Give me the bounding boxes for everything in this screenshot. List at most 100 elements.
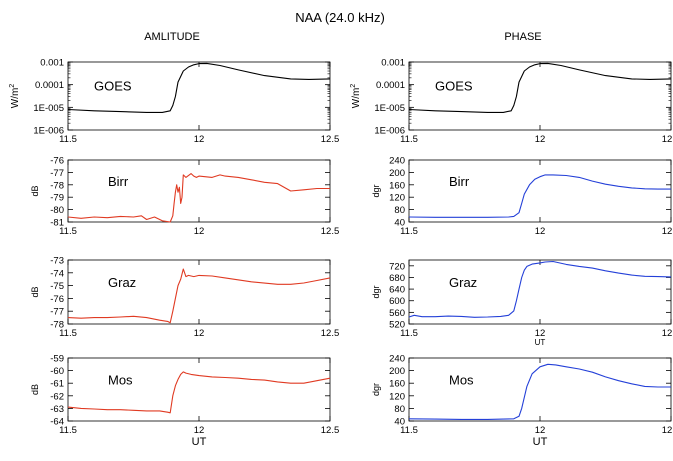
amplitude-column-title: AMLITUDE	[144, 31, 200, 43]
y-tick-label: -63	[50, 404, 64, 415]
series-line-amp-mos	[67, 371, 331, 414]
series-line-amp-goes	[67, 62, 331, 113]
y-tick-label: 1E-005	[374, 103, 405, 114]
station-label: Graz	[449, 275, 477, 290]
y-tick-label: 80	[394, 404, 405, 415]
station-label: Graz	[108, 275, 136, 290]
y-tick-label: -76	[50, 294, 64, 305]
x-tick-label: 11.5	[59, 425, 77, 436]
x-tick-label: 11.5	[400, 328, 418, 339]
y-tick-label: 240	[389, 156, 405, 167]
y-axis-label: dgr	[371, 184, 381, 197]
y-axis-label: dgr	[371, 285, 381, 298]
y-tick-label: 720	[389, 261, 405, 272]
y-axis-label: W/m2	[9, 84, 21, 109]
series-line-amp-birr	[67, 173, 330, 223]
y-tick-label: -61	[50, 379, 64, 390]
y-tick-label: -60	[50, 366, 64, 377]
y-tick-label: 40	[394, 417, 405, 428]
station-label: Mos	[449, 372, 474, 387]
y-tick-label: 680	[389, 273, 405, 284]
station-label: Birr	[108, 174, 129, 189]
x-tick-label: 12	[535, 226, 546, 237]
y-tick-label: -81	[50, 218, 64, 229]
y-tick-label: -64	[50, 417, 64, 428]
x-tick-label: 12	[194, 328, 205, 339]
x-tick-label: 11.5	[59, 328, 77, 339]
y-tick-label: -76	[50, 156, 64, 167]
station-label: Mos	[108, 372, 133, 387]
y-tick-label: -75	[50, 281, 64, 292]
x-tick-label: 12.5	[321, 226, 340, 237]
x-tick-label: 12.5	[662, 425, 673, 436]
y-tick-label: 0.001	[40, 58, 64, 69]
x-tick-label: 12	[535, 134, 546, 145]
y-tick-label: 0.001	[381, 58, 405, 69]
y-tick-label: 0.0001	[376, 80, 405, 91]
station-label: GOES	[435, 79, 473, 94]
x-tick-label: 12.5	[662, 328, 673, 339]
y-tick-label: -80	[50, 205, 64, 216]
x-axis-label: UT	[535, 338, 546, 347]
y-tick-label: 1E-005	[33, 103, 64, 114]
series-line-phase-birr	[408, 174, 671, 218]
phase-column-title: PHASE	[504, 31, 541, 43]
x-tick-label: 12.5	[662, 134, 673, 145]
plot-frame	[67, 61, 331, 131]
x-tick-label: 11.5	[59, 134, 77, 145]
y-tick-label: 560	[389, 308, 405, 319]
x-tick-label: 12	[535, 425, 546, 436]
x-axis-label: UT	[533, 436, 548, 448]
y-tick-label: -79	[50, 193, 64, 204]
plot-frame	[67, 357, 331, 422]
x-tick-label: 11.5	[400, 134, 418, 145]
plot-frame	[408, 61, 672, 131]
y-tick-label: 200	[389, 366, 405, 377]
y-tick-label: 120	[389, 391, 405, 402]
y-tick-label: 200	[389, 168, 405, 179]
y-tick-label: 240	[389, 354, 405, 365]
y-axis-label: W/m2	[350, 84, 362, 109]
x-tick-label: 12	[194, 134, 205, 145]
y-tick-label: -59	[50, 354, 64, 365]
x-tick-label: 12.5	[662, 226, 673, 237]
y-tick-label: 160	[389, 180, 405, 191]
plot-frame	[408, 259, 672, 325]
y-axis-label: dgr	[371, 383, 381, 396]
y-tick-label: 640	[389, 285, 405, 296]
y-axis-label: dB	[30, 286, 40, 297]
y-tick-label: 160	[389, 379, 405, 390]
x-tick-label: 12.5	[321, 328, 340, 339]
y-tick-label: 80	[394, 205, 405, 216]
x-tick-label: 11.5	[59, 226, 77, 237]
y-tick-label: 600	[389, 296, 405, 307]
plot-frame	[67, 259, 331, 325]
y-axis-label: dB	[30, 384, 40, 395]
series-line-phase-mos	[408, 363, 671, 420]
y-tick-label: -73	[50, 256, 64, 267]
station-label: Birr	[449, 174, 470, 189]
station-label: GOES	[94, 79, 132, 94]
y-tick-label: -62	[50, 391, 64, 402]
y-tick-label: 1E-006	[33, 126, 64, 137]
y-tick-label: -78	[50, 180, 64, 191]
x-tick-label: 11.5	[400, 425, 418, 436]
y-tick-label: -77	[50, 168, 64, 179]
y-tick-label: 40	[394, 218, 405, 229]
x-tick-label: 12.5	[321, 134, 340, 145]
y-tick-label: -78	[50, 320, 64, 331]
series-line-amp-graz	[67, 268, 331, 324]
y-tick-label: -74	[50, 268, 64, 279]
x-tick-label: 12	[194, 425, 205, 436]
y-tick-label: 120	[389, 193, 405, 204]
series-line-phase-graz	[408, 260, 672, 318]
series-line-phase-goes	[408, 62, 672, 113]
